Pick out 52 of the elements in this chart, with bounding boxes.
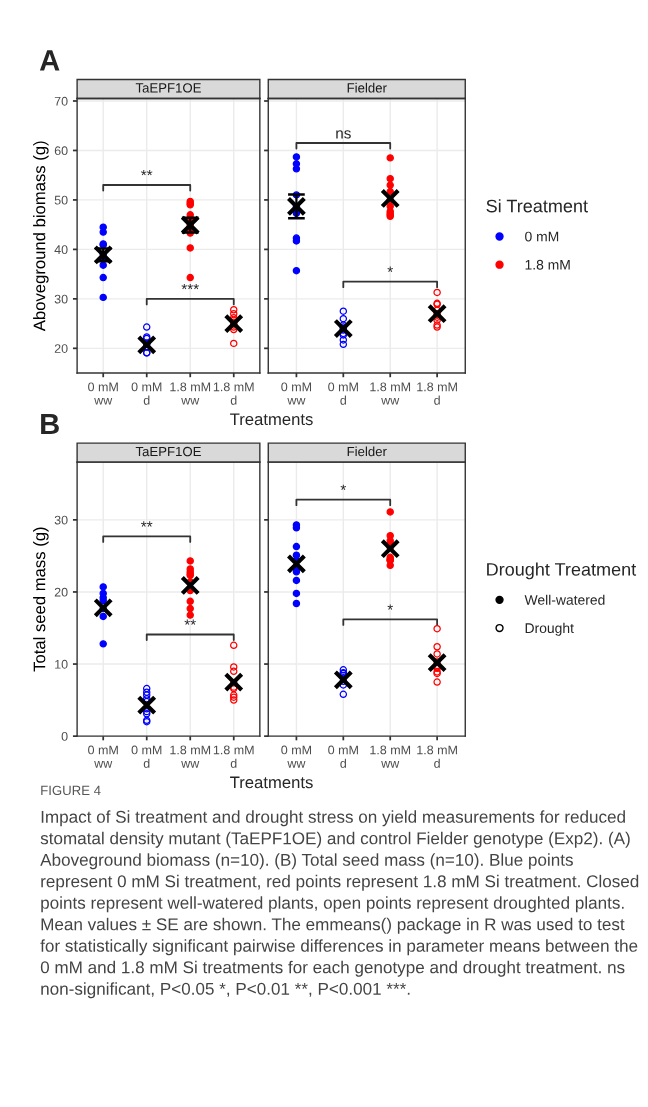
legend-title: Drought Treatment	[487, 562, 637, 580]
x-tick-label: 0 mM ww	[88, 745, 118, 768]
x-tick-label: 0 mM d	[328, 382, 358, 405]
chart-subtitle: Fielder	[347, 446, 387, 457]
y-axis-title: Total seed mass (g)	[33, 527, 49, 672]
y-tick-label: 50	[54, 195, 68, 205]
x-tick-label: 0 mM d	[131, 745, 162, 768]
x-tick-label: 1.8 mM d	[417, 382, 457, 405]
x-tick-label: 1.8 mM ww	[170, 745, 211, 768]
annotation: *	[340, 484, 347, 491]
annotation: ***	[181, 283, 199, 290]
annotation: **	[184, 619, 196, 625]
y-tick-label: 20	[54, 344, 68, 353]
chart-title: B	[41, 414, 59, 435]
x-tick-label: 0 mM ww	[281, 745, 312, 768]
x-tick-label: 0 mM ww	[281, 382, 312, 405]
chart-subtitle: TaEPF1OE	[135, 83, 201, 93]
x-tick-label: 0 mM d	[328, 745, 358, 768]
y-tick-label: 10	[55, 659, 68, 669]
y-tick-label: 20	[54, 587, 68, 597]
y-axis-title: Aboveground biomass (g)	[33, 141, 49, 332]
caption: FIGURE 4	[41, 785, 101, 796]
y-tick-label: 70	[54, 96, 68, 106]
x-tick-label: 1.8 mM d	[213, 382, 254, 405]
x-tick-label: 0 mM ww	[88, 382, 118, 405]
legend-label: 0 mM	[525, 231, 559, 242]
x-tick-label: 1.8 mM d	[417, 745, 457, 768]
chart-title: A	[39, 50, 60, 71]
x-axis-title: Treatments	[230, 776, 313, 789]
annotation: **	[141, 521, 153, 527]
chart-subtitle: TaEPF1OE	[135, 446, 201, 457]
text: Well-watered	[524, 594, 605, 605]
text: Impact of Si treatment and drought stress on yield measurements for reduced stomatal density mutant (TaEPF1OE) and control Fielder genotype (Exp2). (A) Aboveground biomass (n=10). (B) Total seed mass (n=10). Blue points represent 0 mM Si treatment, red points represent 1.8 mM Si treatment. Closed points represent well-watered plants, open points represent droughted plants. Mean values ± SE are shown. The emmeans() package in R was used to test for statistically significant pairwise differences in parameter means between the 0 mM and 1.8 mM Si treatments for each genotype and drought treatment. ns non-significant, P<0.05 *, P<0.01 **, P<0.001 ***.	[40, 810, 639, 999]
annotation: *	[387, 266, 393, 272]
annotation: *	[387, 604, 393, 610]
legend-label: 1.8 mM	[525, 259, 570, 270]
x-tick-label: 1.8 mM ww	[170, 382, 211, 405]
x-tick-label: 1.8 mM d	[213, 745, 254, 768]
text: Drought	[525, 622, 574, 636]
y-tick-label: 30	[54, 515, 68, 525]
y-tick-label: 60	[54, 146, 68, 156]
y-tick-label: 30	[54, 294, 68, 304]
x-tick-label: 1.8 mM ww	[370, 382, 411, 405]
annotation: ns	[336, 130, 351, 139]
x-tick-label: 0 mM d	[131, 382, 162, 405]
chart-subtitle: Fielder	[347, 82, 387, 93]
legend-title: Si Treatment	[486, 199, 588, 213]
x-axis-title: Treatments	[230, 413, 313, 426]
y-tick-label: 40	[54, 245, 68, 255]
y-tick-label: 0	[61, 731, 68, 741]
annotation: **	[141, 169, 153, 176]
x-tick-label: 1.8 mM ww	[370, 745, 411, 768]
